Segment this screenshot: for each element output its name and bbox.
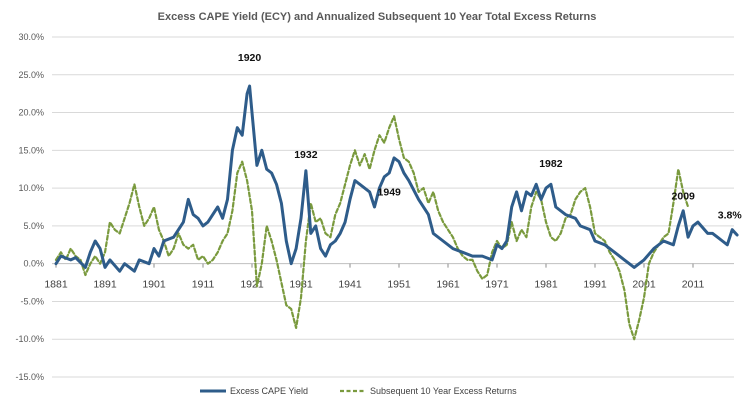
x-tick-label: 1961 — [436, 279, 460, 291]
y-axis-ticks: -15.0% -10.0% -5.0% 0.0% 5.0% 10.0% 15.0% 20.0%… — [15, 32, 44, 382]
x-tick-label: 1951 — [387, 279, 411, 291]
x-tick-label: 2001 — [632, 279, 656, 291]
series-line-excess-cape-yield — [54, 84, 739, 273]
annotation-label: 1949 — [378, 187, 402, 199]
legend: Excess CAPE Yield Subsequent 10 Year Exce… — [200, 386, 517, 396]
x-tick-label: 1891 — [93, 279, 117, 291]
annotation-label: 3.8% — [718, 209, 743, 221]
x-tick-label: 1901 — [142, 279, 166, 291]
y-tick-label: 30.0% — [18, 32, 44, 42]
legend-label: Excess CAPE Yield — [230, 386, 308, 396]
x-tick-label: 2011 — [682, 279, 705, 291]
x-tick-label: 1941 — [338, 279, 362, 291]
series-line-subsequent-10-year-returns — [54, 115, 690, 341]
y-tick-label: -10.0% — [15, 334, 44, 344]
x-tick-label: 1911 — [192, 279, 215, 291]
legend-label: Subsequent 10 Year Excess Returns — [370, 386, 517, 396]
y-tick-label: 20.0% — [18, 108, 44, 118]
annotation-label: 2009 — [672, 190, 696, 202]
x-tick-label: 1991 — [583, 279, 607, 291]
y-tick-label: 5.0% — [23, 221, 44, 231]
annotation-label: 1982 — [539, 158, 563, 170]
series-layer — [54, 84, 739, 341]
annotation-label: 1920 — [238, 52, 262, 64]
chart-title: Excess CAPE Yield (ECY) and Annualized S… — [158, 11, 597, 23]
x-tick-label: 1881 — [44, 279, 68, 291]
annotations-layer: 1920 1932 1949 1982 2009 3.8% — [238, 52, 743, 221]
x-axis-ticks: 1881 1891 1901 1911 1921 1931 1941 1951 1961 1971… — [44, 263, 705, 291]
y-tick-label: 15.0% — [18, 145, 44, 155]
y-tick-label: -5.0% — [20, 296, 44, 306]
annotation-label: 1932 — [294, 149, 318, 161]
y-tick-label: 0.0% — [23, 259, 44, 269]
x-tick-label: 1971 — [485, 279, 509, 291]
y-tick-label: -15.0% — [15, 372, 44, 382]
y-tick-label: 10.0% — [18, 183, 44, 193]
x-tick-label: 1921 — [240, 279, 264, 291]
y-tick-label: 25.0% — [18, 70, 44, 80]
x-tick-label: 1981 — [534, 279, 558, 291]
grid-layer — [52, 36, 734, 378]
